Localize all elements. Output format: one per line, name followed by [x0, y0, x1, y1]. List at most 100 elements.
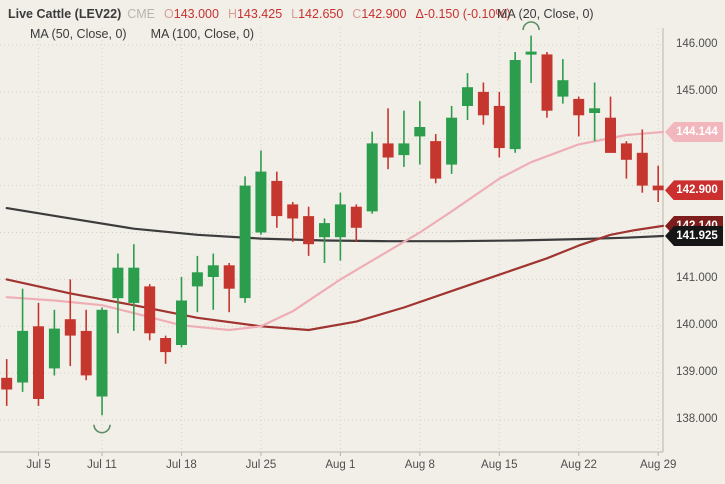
candle-aug-4: [382, 108, 394, 170]
price-label-138.000: 138.000: [676, 413, 718, 425]
candle-aug-17: [525, 35, 537, 83]
candle-jul-28: [303, 206, 315, 256]
candle-jul-14: [144, 284, 156, 341]
candle-body: [160, 338, 172, 353]
candle-body: [1, 377, 13, 390]
time-label-jul-5: Jul 5: [26, 459, 51, 471]
candle-body: [557, 80, 569, 97]
candle-jul-25: [255, 150, 267, 235]
ma100-price-badge: 141.925: [665, 226, 723, 247]
time-label-aug-15: Aug 15: [481, 459, 518, 471]
candle-body: [128, 267, 140, 303]
candle-aug-1: [334, 192, 346, 261]
candle-aug-25: [620, 141, 632, 179]
candle-aug-29: [652, 165, 664, 202]
arc-above-marker-aug-17: [522, 21, 540, 31]
exchange-label: CME: [127, 7, 156, 21]
last-price-badge: 142.900: [665, 180, 723, 201]
candle-jul-26: [271, 171, 283, 228]
candle-body: [80, 330, 92, 376]
candle-jul-7: [64, 279, 76, 367]
ma50-legend: MA (50, Close, 0): [30, 27, 127, 41]
candle-aug-15: [493, 91, 505, 158]
price-label-146.000: 146.000: [676, 38, 718, 50]
ma20-legend: MA (20, Close, 0): [497, 7, 594, 21]
candle-aug-5: [398, 110, 410, 167]
candle-aug-2: [350, 204, 362, 242]
candle-body: [17, 330, 29, 383]
candle-jul-19: [191, 255, 203, 313]
ma100-line: [5, 207, 665, 243]
candle-body: [589, 108, 601, 113]
candle-body: [605, 117, 616, 153]
open-readout: O143.000: [164, 7, 219, 21]
candle-jul-12: [112, 253, 124, 334]
candle-body: [271, 180, 283, 217]
candle-body: [64, 319, 76, 336]
candle-body: [541, 54, 553, 111]
candle-body: [366, 143, 378, 212]
chart-legend-row-1: Live Cattle (LEV22) CME O143.000 H143.425 L1…: [8, 7, 718, 21]
candle-body: [382, 143, 394, 158]
candle-aug-18: [541, 52, 553, 118]
candle-body: [462, 87, 473, 106]
candle-body: [573, 98, 585, 116]
candle-body: [620, 143, 632, 160]
time-label-jul-25: Jul 25: [245, 459, 277, 471]
candle-jul-22: [239, 176, 251, 303]
candle-body: [287, 204, 299, 219]
time-label-jul-11: Jul 11: [87, 459, 117, 471]
time-label-aug-1: Aug 1: [325, 459, 356, 471]
candle-body: [33, 326, 44, 399]
candle-body: [636, 152, 648, 186]
candle-body: [493, 105, 505, 149]
candle-aug-22: [573, 96, 585, 137]
candle-jul-11: [96, 307, 108, 416]
candle-body: [176, 300, 187, 345]
arc-below-marker-jul-11: [93, 424, 111, 434]
candle-body: [48, 328, 60, 369]
close-value: 142.900: [361, 7, 407, 21]
open-value: 143.000: [173, 7, 219, 21]
time-label-aug-29: Aug 29: [639, 459, 677, 471]
high-readout: H143.425: [228, 7, 282, 21]
time-label-aug-8: Aug 8: [404, 459, 435, 471]
low-prefix: L: [291, 7, 299, 21]
time-axis[interactable]: Jul 5 Jul 11 Jul 18 Jul 25 Aug 1 Aug 8 Aug 15 A…: [0, 456, 725, 484]
candle-aug-3: [366, 131, 378, 214]
candle-jul-18: [176, 277, 187, 348]
candle-body: [223, 265, 235, 289]
candle-body: [96, 309, 108, 397]
candle-aug-9: [430, 134, 442, 184]
candle-jul-20: [207, 253, 219, 310]
symbol-title: Live Cattle (LEV22): [8, 7, 122, 21]
candle-aug-16: [509, 52, 521, 153]
candle-jul-5: [33, 302, 44, 406]
candle-body: [398, 143, 410, 156]
candle-body: [446, 117, 458, 165]
close-prefix: C: [352, 7, 362, 21]
open-prefix: O: [164, 7, 174, 21]
candle-aug-19: [557, 59, 569, 104]
candle-body: [350, 206, 362, 228]
high-value: 143.425: [236, 7, 283, 21]
close-readout: C142.900: [352, 7, 406, 21]
price-axis[interactable]: 146.000145.000144.000141.000140.000139.0…: [663, 0, 725, 484]
low-value: 142.650: [298, 7, 344, 21]
candle-jul-8: [80, 309, 92, 381]
candle-aug-24: [605, 96, 616, 153]
candle-jun-30: [1, 359, 13, 406]
candle-body: [207, 265, 219, 277]
change-readout: Δ-0.150 (-0.10%): [415, 7, 511, 21]
price-label-141.000: 141.000: [676, 272, 718, 285]
time-label-aug-22: Aug 22: [560, 459, 597, 471]
candle-jul-27: [287, 202, 299, 242]
low-readout: L142.650: [291, 7, 343, 21]
candle-jul-13: [128, 244, 140, 331]
candle-aug-11: [462, 73, 473, 120]
candle-body: [239, 185, 251, 299]
candle-body: [414, 127, 426, 137]
candle-body: [303, 216, 315, 245]
ma20-price-badge: 144.144: [665, 122, 723, 142]
